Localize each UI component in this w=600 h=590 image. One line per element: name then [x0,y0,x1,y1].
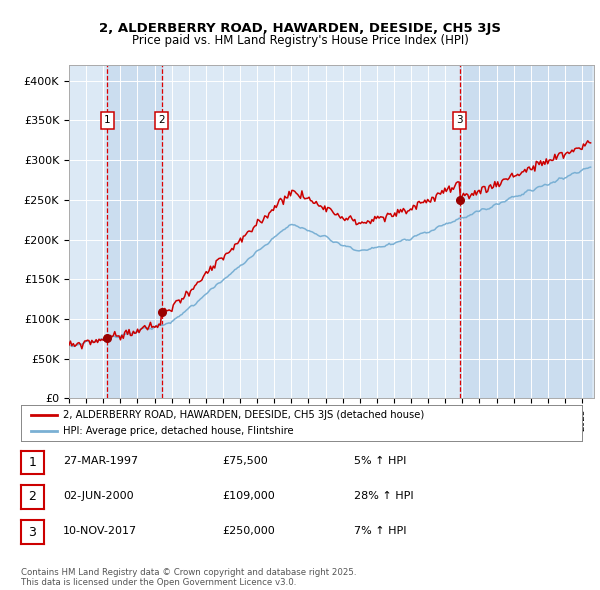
Text: £250,000: £250,000 [222,526,275,536]
Text: 2: 2 [28,490,37,503]
Text: 1: 1 [28,456,37,469]
Text: Contains HM Land Registry data © Crown copyright and database right 2025.
This d: Contains HM Land Registry data © Crown c… [21,568,356,587]
Bar [107,65,161,398]
Text: 2, ALDERBERRY ROAD, HAWARDEN, DEESIDE, CH5 3JS (detached house): 2, ALDERBERRY ROAD, HAWARDEN, DEESIDE, C… [63,409,424,419]
Text: 10-NOV-2017: 10-NOV-2017 [63,526,137,536]
Text: 28% ↑ HPI: 28% ↑ HPI [354,491,413,500]
Text: 7% ↑ HPI: 7% ↑ HPI [354,526,407,536]
Bar [460,65,590,398]
Text: 02-JUN-2000: 02-JUN-2000 [63,491,134,500]
Text: 1: 1 [104,116,110,126]
Text: Price paid vs. HM Land Registry's House Price Index (HPI): Price paid vs. HM Land Registry's House … [131,34,469,47]
Text: 2: 2 [158,116,165,126]
Text: HPI: Average price, detached house, Flintshire: HPI: Average price, detached house, Flin… [63,427,294,437]
Text: 5% ↑ HPI: 5% ↑ HPI [354,457,406,466]
Text: 3: 3 [28,526,37,539]
Text: £109,000: £109,000 [222,491,275,500]
Text: 2, ALDERBERRY ROAD, HAWARDEN, DEESIDE, CH5 3JS: 2, ALDERBERRY ROAD, HAWARDEN, DEESIDE, C… [99,22,501,35]
Text: 27-MAR-1997: 27-MAR-1997 [63,457,138,466]
Text: £75,500: £75,500 [222,457,268,466]
Text: 3: 3 [457,116,463,126]
